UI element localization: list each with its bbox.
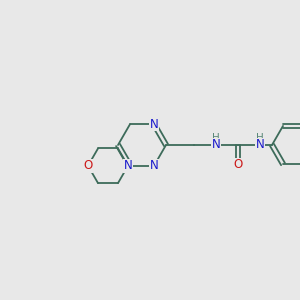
Text: N: N — [212, 139, 220, 152]
Text: H: H — [256, 133, 264, 143]
Text: O: O — [233, 158, 243, 172]
Text: H: H — [212, 133, 220, 143]
Text: O: O — [83, 159, 93, 172]
Text: N: N — [150, 159, 158, 172]
Text: N: N — [124, 159, 132, 172]
Text: N: N — [150, 118, 158, 131]
Text: N: N — [256, 139, 264, 152]
